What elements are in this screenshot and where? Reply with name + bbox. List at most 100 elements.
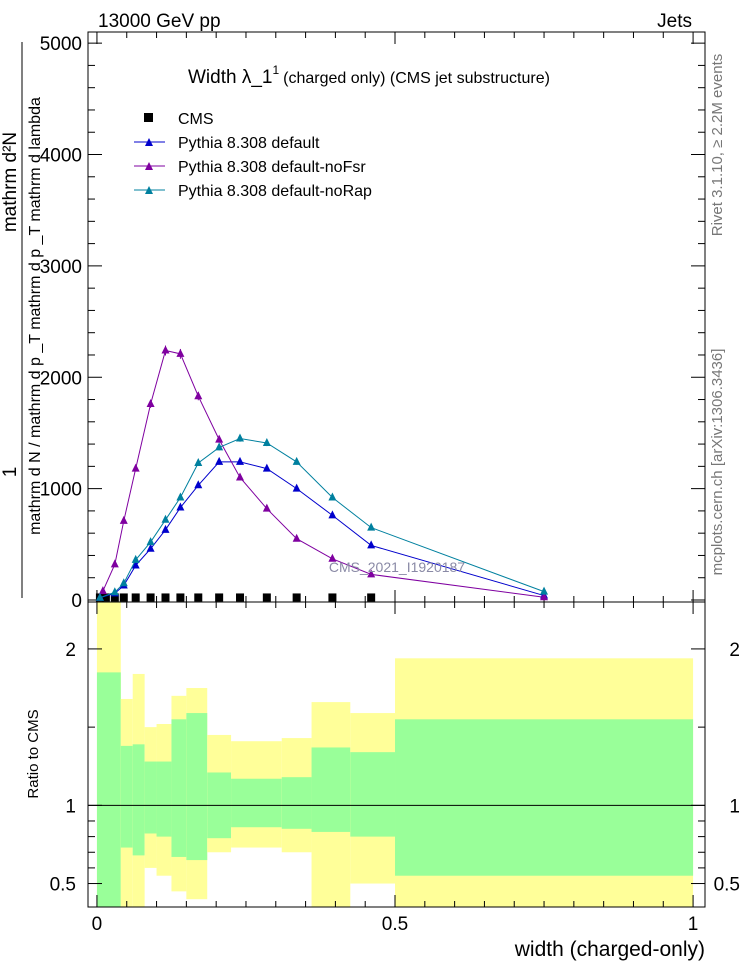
ratio-panel: 0.5 0.5 1 1 2 2 0 0.5 1 Ratio to CMS width (char… — [25, 601, 740, 961]
ratio-band-inner — [120, 745, 133, 848]
data-point — [101, 593, 110, 602]
legend-label: CMS — [178, 111, 214, 128]
series-pythia-8-308-default-norap — [95, 433, 549, 601]
data-point — [119, 515, 128, 524]
data-point — [262, 593, 271, 602]
data-point — [161, 524, 170, 533]
data-point — [236, 433, 245, 442]
mcplots-label: mcplots.cern.ch [arXiv:1306.3436] — [709, 349, 726, 576]
legend-label: Pythia 8.308 default-noFsr — [178, 159, 366, 176]
y-tick-label: 3000 — [40, 257, 82, 278]
data-point — [146, 593, 155, 602]
ratio-band-inner — [96, 672, 121, 907]
data-point — [367, 593, 376, 602]
ratio-y-tick-label: 1 — [65, 796, 76, 817]
data-point — [146, 537, 155, 546]
series-cms — [95, 593, 376, 602]
data-point — [540, 592, 549, 601]
data-point — [236, 456, 245, 465]
y-tick-label: 0 — [71, 591, 82, 612]
ratio-bands — [96, 602, 694, 907]
data-point — [367, 569, 376, 578]
legend-item: Pythia 8.308 default-noRap — [134, 183, 372, 200]
ratio-band-inner — [186, 713, 208, 861]
ratio-band-inner — [281, 777, 312, 829]
data-point — [146, 398, 155, 407]
ratio-y-label: Ratio to CMS — [25, 709, 42, 798]
data-point — [194, 458, 203, 467]
x-axis-label: width (charged-only) — [514, 938, 705, 961]
data-point — [328, 553, 337, 562]
rivet-label: Rivet 3.1.10, ≥ 2.2M events — [709, 54, 726, 237]
ratio-band-inner — [311, 747, 351, 832]
ratio-y-tick-label-right: 2 — [729, 640, 740, 661]
data-point — [262, 437, 271, 446]
ratio-ticks: 0.5 0.5 1 1 2 2 0 0.5 1 — [50, 602, 740, 935]
data-point — [98, 586, 107, 595]
data-point — [292, 483, 301, 492]
ratio-band-inner — [132, 744, 145, 856]
legend-item: CMS — [144, 111, 214, 128]
data-point — [367, 540, 376, 549]
data-point — [194, 480, 203, 489]
data-point — [119, 578, 128, 587]
data-point — [367, 522, 376, 531]
data-point — [292, 456, 301, 465]
data-point — [146, 543, 155, 552]
data-point — [176, 492, 185, 501]
series-pythia-8-308-default-nofsr — [98, 345, 549, 601]
legend-marker — [144, 113, 153, 122]
ratio-y-tick-label: 2 — [65, 640, 76, 661]
y-label-numerator: mathrm d²N — [0, 132, 21, 232]
ratio-band-inner — [395, 719, 694, 876]
data-point — [262, 463, 271, 472]
data-point — [131, 593, 140, 602]
data-point — [95, 592, 104, 601]
header-jets-label: Jets — [657, 11, 692, 32]
data-point — [131, 554, 140, 563]
data-point — [215, 456, 224, 465]
data-point — [110, 593, 119, 602]
data-point — [131, 463, 140, 472]
header-energy-label: 13000 GeV pp — [98, 11, 221, 32]
legend-item: Pythia 8.308 default — [134, 135, 320, 152]
legend-marker — [145, 138, 153, 146]
ratio-band-inner — [350, 752, 396, 837]
main-series — [95, 345, 549, 602]
ratio-band-inner — [156, 761, 172, 837]
data-point — [194, 391, 203, 400]
data-point — [110, 587, 119, 596]
data-point — [215, 593, 224, 602]
legend-item: Pythia 8.308 default-noFsr — [134, 159, 366, 176]
data-point — [262, 503, 271, 512]
data-point — [328, 510, 337, 519]
data-point — [215, 442, 224, 451]
data-point — [131, 560, 140, 569]
y-label-denominator: mathrm d N / mathrm d p _T mathrm d p _T… — [27, 97, 44, 535]
legend-marker — [145, 162, 153, 170]
data-point — [215, 434, 224, 443]
data-point — [110, 559, 119, 568]
y-tick-label: 1000 — [40, 480, 82, 501]
legend-label: Pythia 8.308 default — [178, 135, 320, 152]
data-point — [161, 345, 170, 354]
y-label-one: 1 — [0, 467, 21, 478]
x-tick-label: 1 — [688, 914, 699, 935]
ratio-band-inner — [144, 761, 157, 834]
data-point — [176, 593, 185, 602]
main-y-axis-label: mathrm d²N 1 mathrm d N / mathrm d p _T … — [0, 42, 44, 598]
data-point — [292, 593, 301, 602]
data-point — [161, 514, 170, 523]
data-point — [328, 492, 337, 501]
series-pythia-8-308-default — [95, 456, 549, 601]
chart-title-main: Width λ_1 — [188, 67, 272, 88]
ratio-band-inner — [171, 719, 187, 857]
chart-title: Width λ_11 (charged only) (CMS jet substr… — [188, 63, 550, 88]
x-tick-label: 0 — [92, 914, 103, 935]
chart-title-sup: 1 — [272, 63, 279, 77]
data-point — [540, 586, 549, 595]
data-point — [292, 533, 301, 542]
chart-title-rest: (charged only) (CMS jet substructure) — [283, 70, 550, 87]
